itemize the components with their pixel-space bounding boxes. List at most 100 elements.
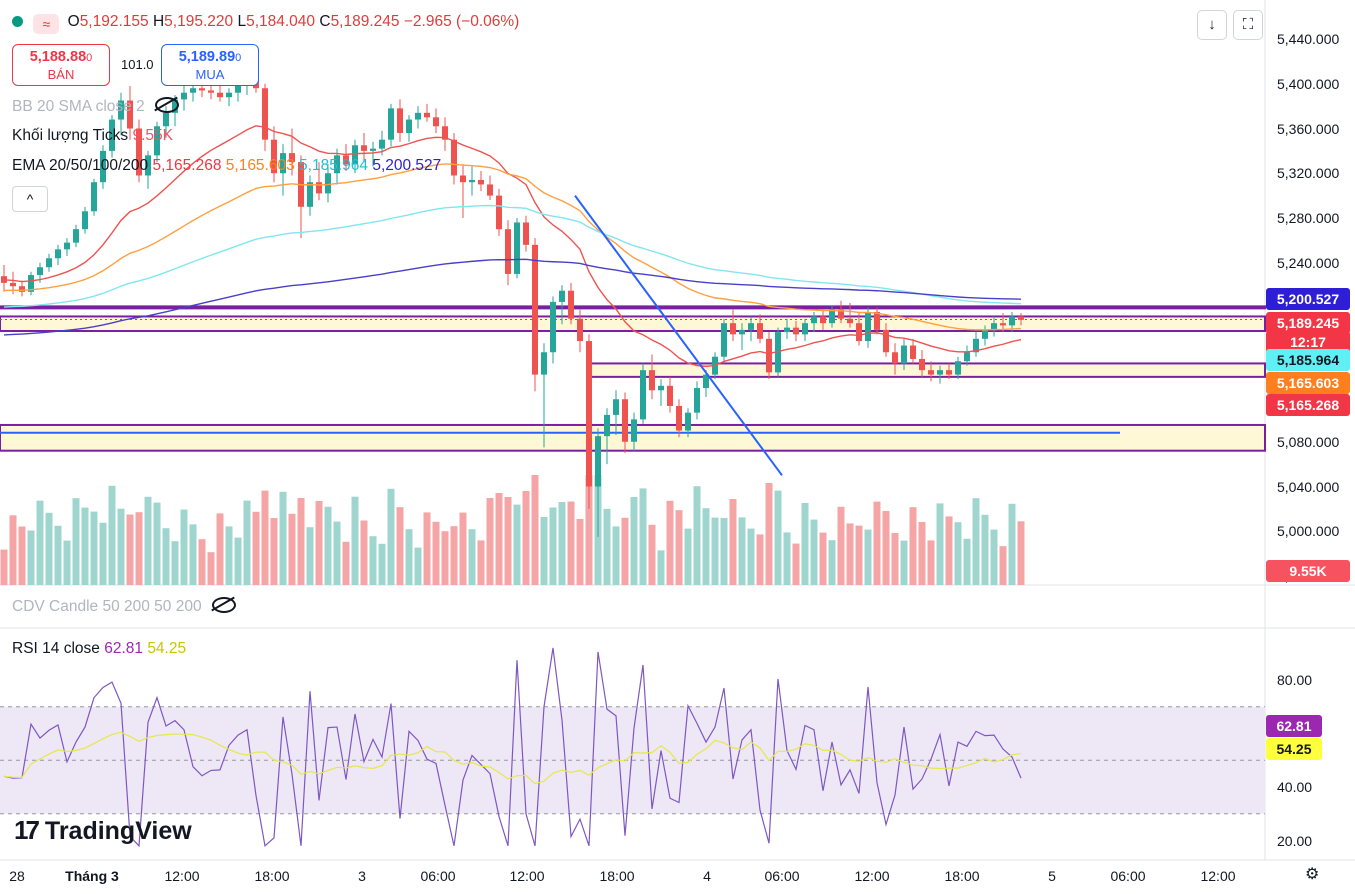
volume-bar: [531, 475, 539, 585]
volume-bar: [414, 547, 422, 585]
candle-body: [343, 155, 349, 165]
candle-body: [199, 88, 205, 91]
price-tag: 9.55K: [1266, 560, 1350, 582]
low-value: 5,184.040: [246, 13, 316, 30]
volume-bar: [684, 528, 692, 585]
time-tick-label: 28: [9, 868, 25, 884]
candle-body: [802, 323, 808, 335]
candle-body: [820, 316, 826, 324]
volume-bar: [747, 528, 755, 585]
rsi-tick-label: 40.00: [1277, 779, 1313, 795]
volume-bar: [243, 500, 251, 585]
rsi-tag: 62.81: [1266, 715, 1322, 737]
candle-body: [379, 139, 385, 149]
volume-bar: [846, 523, 854, 585]
volume-bar: [1008, 503, 1016, 585]
rsi-line: [3, 647, 1022, 848]
volume-bar: [711, 517, 719, 585]
time-tick-label: Tháng 3: [65, 868, 119, 884]
time-tick-label: 12:00: [1200, 868, 1236, 884]
time-tick-label: 5: [1048, 868, 1056, 884]
price-tick-label: 5,000.000: [1277, 523, 1340, 540]
candle-body: [442, 126, 448, 140]
download-icon[interactable]: ↓: [1197, 10, 1227, 40]
volume-bar: [774, 490, 782, 585]
candle-body: [217, 92, 223, 98]
candle-body: [262, 88, 268, 140]
volume-bar: [963, 538, 971, 585]
volume-bar: [54, 525, 62, 585]
candle-body: [901, 345, 907, 364]
candle-body: [136, 128, 142, 176]
candle-body: [577, 318, 583, 342]
volume-bar: [180, 509, 188, 585]
candle-body: [226, 92, 232, 98]
price-tick-label: 5,280.000: [1277, 210, 1340, 226]
candle-body: [505, 229, 511, 274]
volume-bar: [603, 508, 611, 585]
candle-body: [658, 385, 664, 391]
rsi-ma-line: [3, 731, 1022, 785]
candle-body: [838, 309, 844, 319]
fullscreen-icon[interactable]: ⛶: [1233, 10, 1263, 40]
candle-body: [19, 286, 25, 292]
volume-bar: [36, 500, 44, 585]
volume-bar: [486, 498, 494, 585]
eye-hidden-icon[interactable]: [155, 97, 179, 113]
candle-body: [991, 323, 997, 330]
time-tick-label: 12:00: [854, 868, 890, 884]
ema-legend[interactable]: EMA 20/50/100/200 5,165.268 5,165.603 5,…: [12, 157, 442, 174]
candle-body: [478, 179, 484, 185]
volume-bar: [855, 525, 863, 585]
volume-bar: [117, 508, 125, 585]
bb-legend[interactable]: BB 20 SMA close 2: [12, 97, 179, 116]
settings-gear-icon[interactable]: ⚙: [1305, 866, 1320, 883]
volume-bar: [936, 503, 944, 585]
candle-body: [685, 412, 691, 431]
candle-body: [793, 327, 799, 335]
volume-bar: [324, 506, 332, 585]
candle-body: [406, 119, 412, 133]
cdv-legend[interactable]: CDV Candle 50 200 50 200: [12, 597, 236, 616]
volume-bar: [819, 532, 827, 585]
volume-bar: [45, 512, 53, 585]
volume-bar: [585, 475, 593, 585]
volume-bar: [423, 512, 431, 585]
candle-body: [370, 148, 376, 151]
ema200-line: [3, 258, 1022, 336]
volume-bar: [279, 491, 287, 585]
volume-bar: [765, 483, 773, 585]
ema20-line: [3, 125, 1022, 368]
buy-button[interactable]: 5,189.890 MUA: [161, 44, 259, 86]
candle-body: [883, 329, 889, 353]
volume-bar: [657, 550, 665, 585]
volume-bar: [972, 498, 980, 585]
spread-value: 101.0: [121, 57, 154, 72]
collapse-legend-button[interactable]: ^: [12, 186, 48, 212]
volume-bar: [72, 498, 80, 585]
volume-bar: [162, 528, 170, 585]
candle-body: [109, 119, 115, 151]
rsi-legend[interactable]: RSI 14 close 62.81 54.25: [12, 640, 187, 657]
candle-body: [676, 405, 682, 431]
volume-bar: [99, 522, 107, 585]
eye-hidden-icon[interactable]: [211, 597, 236, 613]
support-resistance-zone: [0, 305, 1266, 310]
wavy-icon[interactable]: ≈: [33, 14, 60, 34]
time-tick-label: 3: [358, 868, 366, 884]
volume-bar: [558, 502, 566, 585]
volume-bar: [189, 524, 197, 585]
volume-legend[interactable]: Khối lượng Ticks 9.55K: [12, 127, 174, 144]
candle-body: [496, 195, 502, 230]
volume-bar: [738, 517, 746, 585]
candle-body: [37, 267, 43, 276]
price-tag: 5,165.603: [1266, 372, 1350, 394]
volume-bar: [405, 529, 413, 585]
candle-body: [640, 370, 646, 420]
volume-bar: [171, 541, 179, 585]
volume-bar: [540, 517, 548, 585]
candle-body: [307, 182, 313, 207]
candle-body: [523, 222, 529, 245]
sell-button[interactable]: 5,188.880 BÁN: [12, 44, 110, 86]
